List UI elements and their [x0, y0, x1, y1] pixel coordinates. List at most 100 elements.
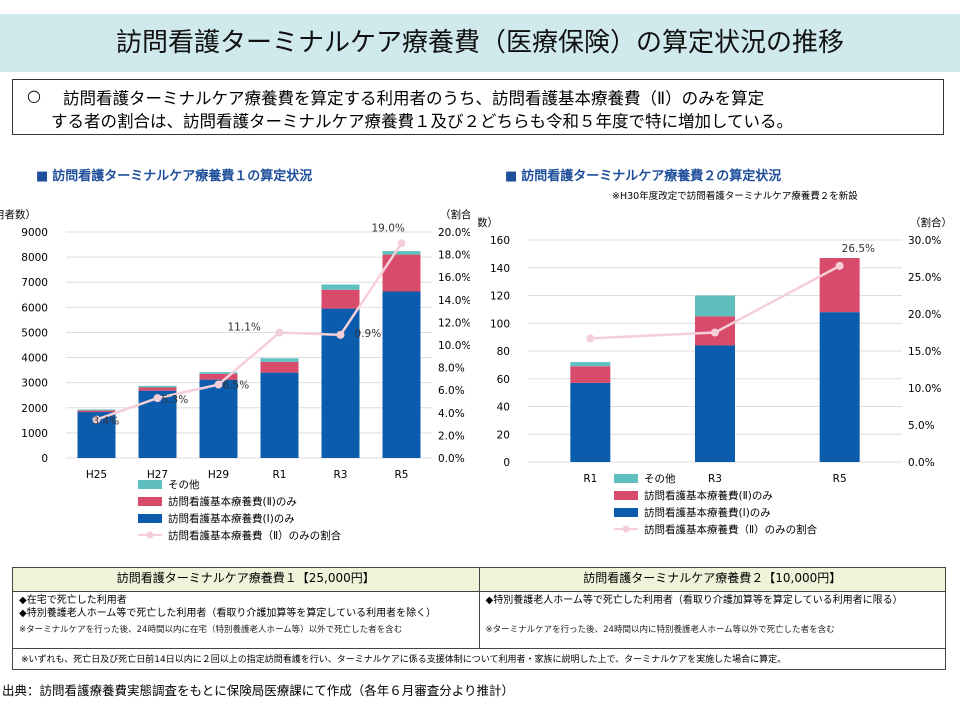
chart2-y-tick: 160 — [490, 235, 510, 247]
chart2-bar-s2-R1 — [570, 362, 611, 367]
chart2-y-tick: 20 — [497, 429, 510, 441]
summary-line-2: する者の割合は、訪問看護ターミナルケア療養費１及び２どちらも令和５年度で特に増加… — [51, 112, 794, 131]
chart1-bar-s1-H27 — [138, 387, 177, 391]
page-title: 訪問看護ターミナルケア療養費（医療保険）の算定状況の推移 — [115, 28, 844, 58]
table-left-line-1: ◆在宅で死亡した利用者 — [19, 595, 127, 606]
chart1-legend-swatch — [138, 497, 162, 506]
chart1-y2-tick: 0.0% — [438, 453, 465, 465]
chart2-legend-label: その他 — [644, 472, 676, 485]
chart1-y2-tick: 14.0% — [438, 295, 470, 307]
chart2-note: ※H30年度改定で訪問看護ターミナルケア療養費２を新設 — [612, 191, 858, 202]
table-footnote: ※いずれも、死亡日及び死亡日前14日以内に２回以上の指定訪問看護を行い、ターミナ… — [12, 648, 946, 670]
chart1-bar-s0-R1 — [260, 372, 299, 458]
chart1-bar-s1-H29 — [199, 373, 238, 380]
summary-bullet: ○ — [27, 86, 41, 105]
chart2-title: ■ 訪問看護ターミナルケア療養費２の算定状況 — [505, 165, 781, 184]
chart2-x-tick: R1 — [583, 473, 597, 485]
chart1-y-tick: 2000 — [21, 403, 48, 415]
chart1-legend-swatch — [138, 480, 162, 489]
chart1-y-tick: 4000 — [21, 353, 48, 365]
chart2-y-tick: 120 — [490, 291, 510, 303]
chart2-x-tick: R5 — [833, 473, 847, 485]
table-left-note: ※ターミナルケアを行った後、24時間以内に在宅（特別養護老人ホーム等）以外で死亡… — [19, 625, 403, 635]
chart2-legend-label: 訪問看護基本療養費(Ⅱ)のみ — [644, 489, 773, 502]
chart1-ratio-point — [336, 330, 345, 339]
chart2-ratio-label: 26.5% — [842, 243, 875, 255]
chart1-ratio-point — [153, 394, 162, 403]
chart1-x-tick: H27 — [147, 469, 168, 481]
chart1-y-tick: 5000 — [21, 327, 48, 339]
chart1-y-tick: 8000 — [21, 252, 48, 264]
chart1-ratio-label: 5.3% — [162, 394, 189, 406]
chart1-ratio-label: 3.4% — [93, 416, 120, 428]
chart1-title: ■ 訪問看護ターミナルケア療養費１の算定状況 — [36, 165, 312, 184]
chart2-y-tick: 60 — [497, 374, 510, 386]
chart1-legend-label: 訪問看護基本療養費（Ⅱ）のみの割合 — [168, 529, 342, 542]
table-header-1: 訪問看護ターミナルケア療養費１【25,000円】 — [12, 567, 480, 592]
chart2-y-tick: 140 — [490, 263, 510, 275]
chart1-y2-axis-label: （割合） — [440, 208, 470, 221]
chart1-bar-s2-R5 — [382, 251, 421, 255]
title-bar — [0, 14, 960, 72]
chart1-ratio-point — [397, 239, 406, 248]
chart1-bar-s2-R3 — [321, 284, 360, 290]
chart1-bar-s1-R1 — [260, 361, 299, 373]
chart1-bar-s0-R5 — [382, 291, 421, 458]
chart2-bar-s0-R3 — [695, 345, 735, 462]
chart2-legend-label: 訪問看護基本療養費（Ⅱ）のみの割合 — [644, 523, 818, 536]
summary-box: ○ 訪問看護ターミナルケア療養費を算定する利用者のうち、訪問看護基本療養費（Ⅱ）… — [12, 79, 944, 135]
table-cell-right: ◆特別養護老人ホーム等で死亡した利用者（看取り介護加算等を算定している利用者に限… — [478, 591, 946, 649]
chart1-ratio-label: 11.1% — [228, 322, 261, 334]
chart1-ratio-line — [96, 242, 403, 421]
chart1-legend-label: 訪問看護基本療養費(Ⅰ)のみ — [168, 512, 295, 525]
chart1-y2-tick: 2.0% — [438, 430, 465, 442]
chart2-ratio-point — [586, 334, 595, 343]
chart1-x-tick: H25 — [86, 469, 107, 481]
table-cell-left: ◆在宅で死亡した利用者 ◆特別養護老人ホーム等で死亡した利用者（看取り介護加算等… — [12, 591, 480, 649]
chart2-legend-swatch — [614, 474, 638, 483]
chart2-y-tick: 100 — [490, 318, 510, 330]
chart1-y-tick: 1000 — [21, 428, 48, 440]
chart1-ratio-point — [214, 380, 223, 389]
chart2-title-text: 訪問看護ターミナルケア療養費２の算定状況 — [521, 169, 782, 184]
chart1-bar-s2-H25 — [77, 409, 116, 411]
chart1-bar-s1-R3 — [321, 289, 360, 309]
chart1-y2-tick: 20.0% — [438, 227, 470, 239]
chart1-y-tick: 9000 — [21, 227, 48, 239]
chart1-x-tick: R3 — [334, 469, 348, 481]
chart2-legend-label: 訪問看護基本療養費(Ⅰ)のみ — [644, 506, 771, 519]
chart2-y2-tick: 15.0% — [908, 346, 941, 358]
chart1-x-tick: R5 — [395, 469, 409, 481]
chart1-ratio-label: 19.0% — [372, 222, 405, 234]
chart1-bar-s2-R1 — [260, 358, 299, 362]
chart1: （利用者数） （割合） 0 1000 2000 3000 4000 5000 6000 7000 8… — [0, 208, 470, 542]
chart1-ratio-label: 6.5% — [223, 380, 250, 392]
chart1-y2-tick: 6.0% — [438, 385, 465, 397]
chart2-y2-tick: 5.0% — [908, 420, 935, 432]
chart1-y2-tick: 10.0% — [438, 340, 470, 352]
chart1-y-tick: 6000 — [21, 302, 48, 314]
summary-line-1: 訪問看護ターミナルケア療養費を算定する利用者のうち、訪問看護基本療養費（Ⅱ）のみ… — [63, 89, 765, 108]
table-left-line-2: ◆特別養護老人ホーム等で死亡した利用者（看取り介護加算等を算定している利用者を除… — [19, 608, 437, 619]
chart1-legend-label: 訪問看護基本療養費(Ⅱ)のみ — [168, 495, 297, 508]
chart2-y2-tick: 25.0% — [908, 272, 941, 284]
chart2-legend-swatch — [614, 508, 638, 517]
chart1-y2-tick: 18.0% — [438, 250, 470, 262]
chart1-y-tick: 7000 — [21, 277, 48, 289]
source-note: 出典：訪問看護療養費実態調査をもとに保険局医療課にて作成（各年６月審査分より推計… — [2, 683, 515, 698]
chart1-ratio-point — [92, 415, 101, 424]
square-icon: ■ — [36, 169, 49, 184]
chart1-ratio-point — [275, 328, 284, 337]
chart2-legend-marker — [622, 525, 630, 533]
chart2-legend-swatch — [614, 491, 638, 500]
chart2: （利用者数） （割合） 0 20 40 60 80 100 120 140 160 0.0% 5.0% 1… — [478, 216, 952, 536]
chart2-y2-axis-label: （割合） — [910, 216, 952, 229]
chart1-y2-tick: 8.0% — [438, 363, 465, 375]
chart1-y2-tick: 12.0% — [438, 317, 470, 329]
chart1-bar-s1-R5 — [382, 254, 421, 292]
chart2-ratio-point — [711, 328, 719, 337]
chart1-bar-s2-H29 — [199, 372, 238, 374]
chart1-legend-label: その他 — [168, 478, 200, 491]
chart1-x-tick: R1 — [273, 469, 287, 481]
chart2-bar-s0-R1 — [570, 382, 611, 462]
